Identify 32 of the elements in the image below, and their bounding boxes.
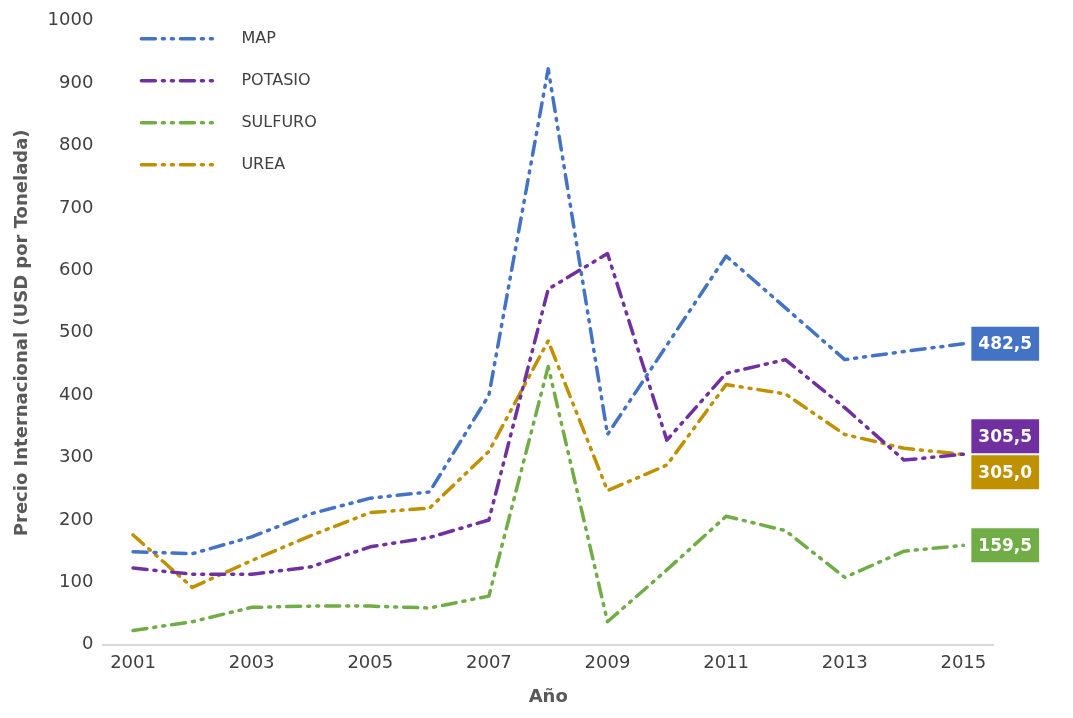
data-label: 305,0 [978,461,1033,482]
x-tick-label: 2015 [940,651,987,673]
y-tick-label: 200 [59,507,94,529]
x-tick-label: 2009 [584,651,631,673]
y-tick-label: 800 [59,133,94,155]
y-tick-label: 600 [59,258,94,280]
x-axis-title: Año [528,684,568,706]
x-tick-label: 2013 [821,651,868,673]
y-axis-title: Precio Internacional (USD por Tonelada) [10,129,32,537]
y-tick-label: 500 [59,320,94,342]
y-tick-label: 1000 [47,8,94,30]
data-label: 482,5 [978,333,1033,354]
x-tick-label: 2005 [347,651,394,673]
x-tick-label: 2007 [465,651,512,673]
line-series [131,251,966,577]
y-tick-label: 400 [59,382,94,404]
legend-label: MAP [241,27,277,47]
data-label: 305,5 [978,425,1033,446]
y-tick-label: 300 [59,445,94,467]
x-tick-label: 2011 [703,651,750,673]
legend-label: SULFURO [241,111,317,131]
y-tick-label: 100 [59,570,94,592]
line-series [131,364,966,633]
data-label: 159,5 [978,534,1033,555]
legend-label: POTASIO [241,69,311,89]
y-tick-label: 0 [81,632,94,654]
legend-label: UREA [241,153,286,173]
y-tick-label: 900 [59,70,94,92]
x-tick-label: 2001 [110,651,156,673]
x-tick-label: 2003 [228,651,275,673]
line-series [131,67,966,556]
y-tick-label: 700 [59,195,94,217]
